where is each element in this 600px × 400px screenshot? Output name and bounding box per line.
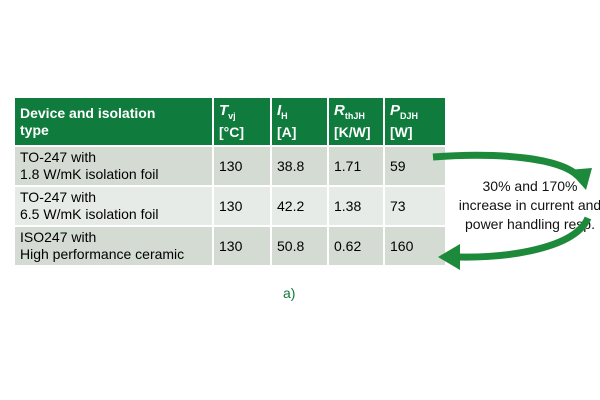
unit: [A]	[277, 124, 297, 141]
cell-text: 1.71	[334, 157, 362, 174]
table-cell: 59	[385, 147, 445, 185]
cell-text: 50.8	[277, 237, 305, 254]
header-text: type	[20, 121, 49, 138]
cell-text: 130	[219, 157, 243, 174]
cell-text: 0.62	[334, 237, 362, 254]
cell-text: 59	[390, 157, 406, 174]
cell-text: ISO247 with	[20, 229, 97, 245]
cell-text: 1.38	[334, 197, 362, 214]
table-cell: 73	[385, 187, 445, 225]
table-cell: 1.38	[329, 187, 383, 225]
table-cell: ISO247 with High performance ceramic	[15, 227, 212, 265]
subscript: thJH	[344, 110, 365, 121]
symbol: R	[334, 101, 345, 119]
table-cell: TO-247 with 1.8 W/mK isolation foil	[15, 147, 212, 185]
table-cell: 42.2	[272, 187, 327, 225]
cell-text: High performance ceramic	[20, 246, 185, 262]
annotation-line: increase in current and	[458, 197, 600, 213]
arrow-head	[568, 168, 592, 190]
annotation-line: 30% and 170%	[482, 178, 578, 194]
cell-text: 160	[390, 237, 414, 254]
table-cell: 0.62	[329, 227, 383, 265]
header-row: Device and isolation type Tvj [°C] IH [A] R…	[15, 98, 445, 145]
arrow-head	[438, 244, 460, 270]
cell-text: 130	[219, 237, 243, 254]
table-cell: TO-247 with 6.5 W/mK isolation foil	[15, 187, 212, 225]
cell-text: 6.5 W/mK isolation foil	[20, 206, 159, 222]
header-cell: RthJH [K/W]	[329, 98, 383, 145]
cell-text: 42.2	[277, 197, 305, 214]
table-row: ISO247 with High performance ceramic 130 50…	[15, 227, 445, 265]
table-cell: 130	[214, 227, 270, 265]
cell-text: 73	[390, 197, 406, 214]
header-cell: IH [A]	[272, 98, 327, 145]
cell-text: TO-247 with	[20, 189, 96, 205]
header-text: Device and isolation	[20, 104, 156, 121]
cell-text: 38.8	[277, 157, 305, 174]
table-cell: 50.8	[272, 227, 327, 265]
header-cell: Device and isolation type	[15, 98, 212, 145]
symbol: I	[277, 101, 282, 119]
subscript: H	[281, 110, 288, 121]
table-cell: 38.8	[272, 147, 327, 185]
subscript: DJH	[400, 110, 419, 121]
subscript: vj	[228, 110, 236, 121]
cell-text: TO-247 with	[20, 149, 96, 165]
header-cell: PDJH [W]	[385, 98, 445, 145]
data-table: Device and isolation type Tvj [°C] IH [A] R…	[13, 96, 447, 267]
table-row: TO-247 with 1.8 W/mK isolation foil 130 38.…	[15, 147, 445, 185]
unit: [W]	[390, 124, 413, 141]
arrow-shaft	[457, 216, 592, 261]
caption: a)	[283, 285, 296, 301]
annotation: 30% and 170% increase in current and pow…	[440, 177, 600, 234]
unit: [K/W]	[334, 124, 371, 141]
symbol: P	[390, 101, 401, 119]
header-cell: Tvj [°C]	[214, 98, 270, 145]
table-cell: 160	[385, 227, 445, 265]
cell-text: 130	[219, 197, 243, 214]
table-cell: 130	[214, 187, 270, 225]
table-row: TO-247 with 6.5 W/mK isolation foil 130 42.…	[15, 187, 445, 225]
unit: [°C]	[219, 124, 245, 141]
arrow-shaft	[432, 151, 581, 179]
symbol: T	[219, 101, 229, 119]
cell-text: 1.8 W/mK isolation foil	[20, 166, 159, 182]
table-cell: 130	[214, 147, 270, 185]
annotation-line: power handling resp.	[465, 216, 595, 232]
table-cell: 1.71	[329, 147, 383, 185]
